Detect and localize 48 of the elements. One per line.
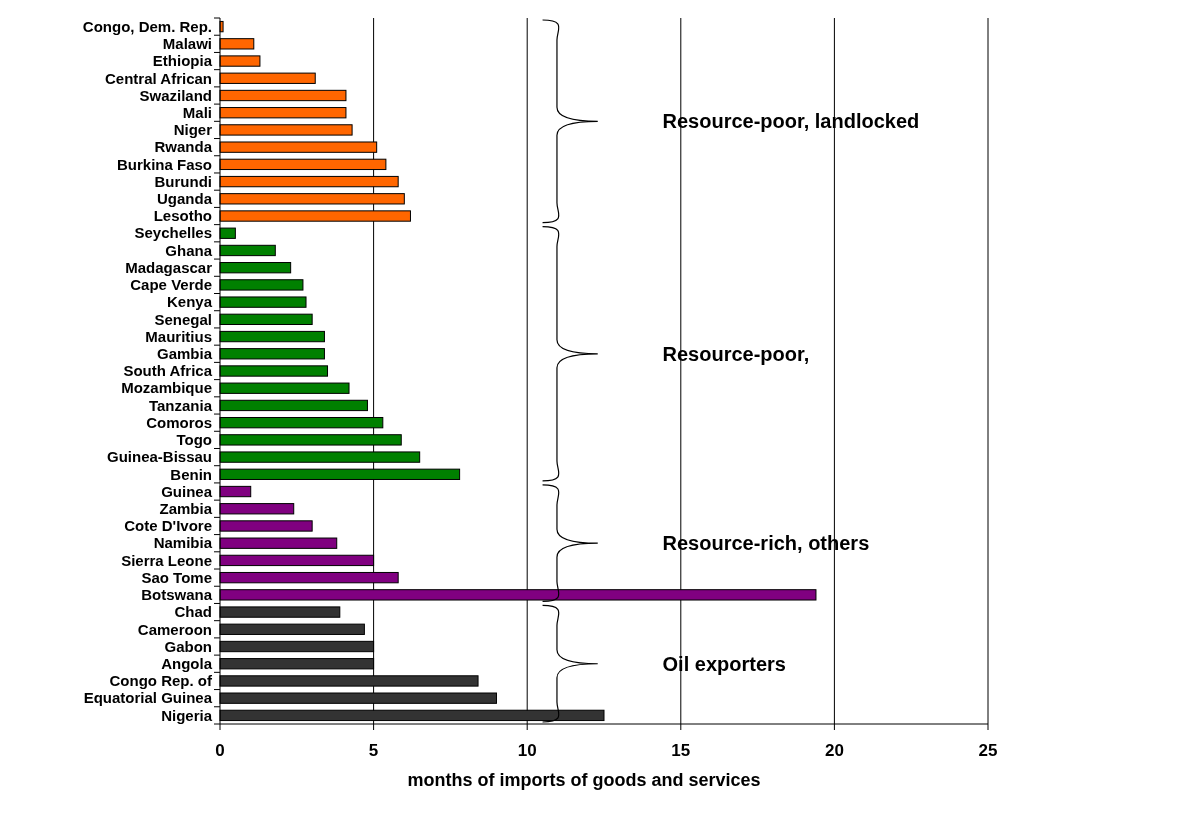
y-tick-label: Swaziland bbox=[139, 86, 212, 104]
y-tick-label: Madagascar bbox=[125, 258, 213, 276]
y-tick-label: Guinea-Bissau bbox=[106, 448, 212, 466]
y-tick-label: Nigeria bbox=[161, 706, 213, 724]
y-tick-label: Central African bbox=[105, 69, 212, 87]
y-tick-label: Ethiopia bbox=[152, 52, 213, 70]
y-tick-label: Zambia bbox=[159, 500, 213, 518]
y-tick-label: Comoros bbox=[146, 413, 212, 431]
y-tick-label: Rwanda bbox=[154, 138, 213, 156]
y-tick-label: Mali bbox=[182, 103, 212, 121]
y-tick-label: Sao Tome bbox=[141, 568, 212, 586]
y-tick-label: Seychelles bbox=[134, 224, 212, 242]
y-tick-label: Mauritius bbox=[145, 327, 212, 345]
y-tick-label: Angola bbox=[161, 654, 213, 672]
y-tick-label: Botswana bbox=[141, 586, 213, 604]
y-tick-label: Gabon bbox=[164, 637, 212, 655]
y-tick-label: Ghana bbox=[165, 241, 213, 259]
y-tick-label: Senegal bbox=[154, 310, 212, 328]
y-tick-label: Burundi bbox=[154, 172, 212, 190]
y-tick-label: Sierra Leone bbox=[121, 551, 212, 569]
y-tick-label: Cameroon bbox=[137, 620, 212, 638]
y-tick-label: Lesotho bbox=[153, 207, 212, 225]
y-tick-label: Congo, Dem. Rep. bbox=[82, 17, 212, 35]
y-tick-label: Mozambique bbox=[121, 379, 212, 397]
y-tick-label: Tanzania bbox=[148, 396, 213, 414]
x-tick-label: 5 bbox=[368, 741, 379, 760]
y-tick-label: Niger bbox=[173, 121, 213, 139]
y-tick-label: South Africa bbox=[123, 362, 213, 380]
x-axis-title: months of imports of goods and services bbox=[407, 770, 761, 790]
y-tick-label: Uganda bbox=[156, 190, 213, 208]
x-tick-label: 0 bbox=[215, 741, 225, 760]
y-tick-label: Guinea bbox=[161, 482, 213, 500]
y-tick-label: Kenya bbox=[166, 293, 213, 311]
y-tick-label: Namibia bbox=[153, 534, 213, 552]
y-tick-label: Congo Rep. of bbox=[109, 672, 213, 690]
y-tick-label: Benin bbox=[170, 465, 212, 483]
y-tick-label: Burkina Faso bbox=[116, 155, 212, 173]
y-tick-label: Malawi bbox=[162, 35, 212, 53]
y-tick-label: Equatorial Guinea bbox=[83, 689, 213, 707]
y-tick-label: Togo bbox=[176, 431, 212, 449]
y-tick-label: Gambia bbox=[156, 345, 213, 363]
x-tick-label: 15 bbox=[671, 741, 691, 760]
x-tick-label: 10 bbox=[517, 741, 537, 760]
y-tick-label: Cote D'Ivore bbox=[124, 517, 212, 535]
y-tick-label: Cape Verde bbox=[130, 276, 212, 294]
x-tick-label: 20 bbox=[824, 741, 844, 760]
y-tick-label: Chad bbox=[174, 603, 212, 621]
x-tick-label: 25 bbox=[978, 741, 998, 760]
